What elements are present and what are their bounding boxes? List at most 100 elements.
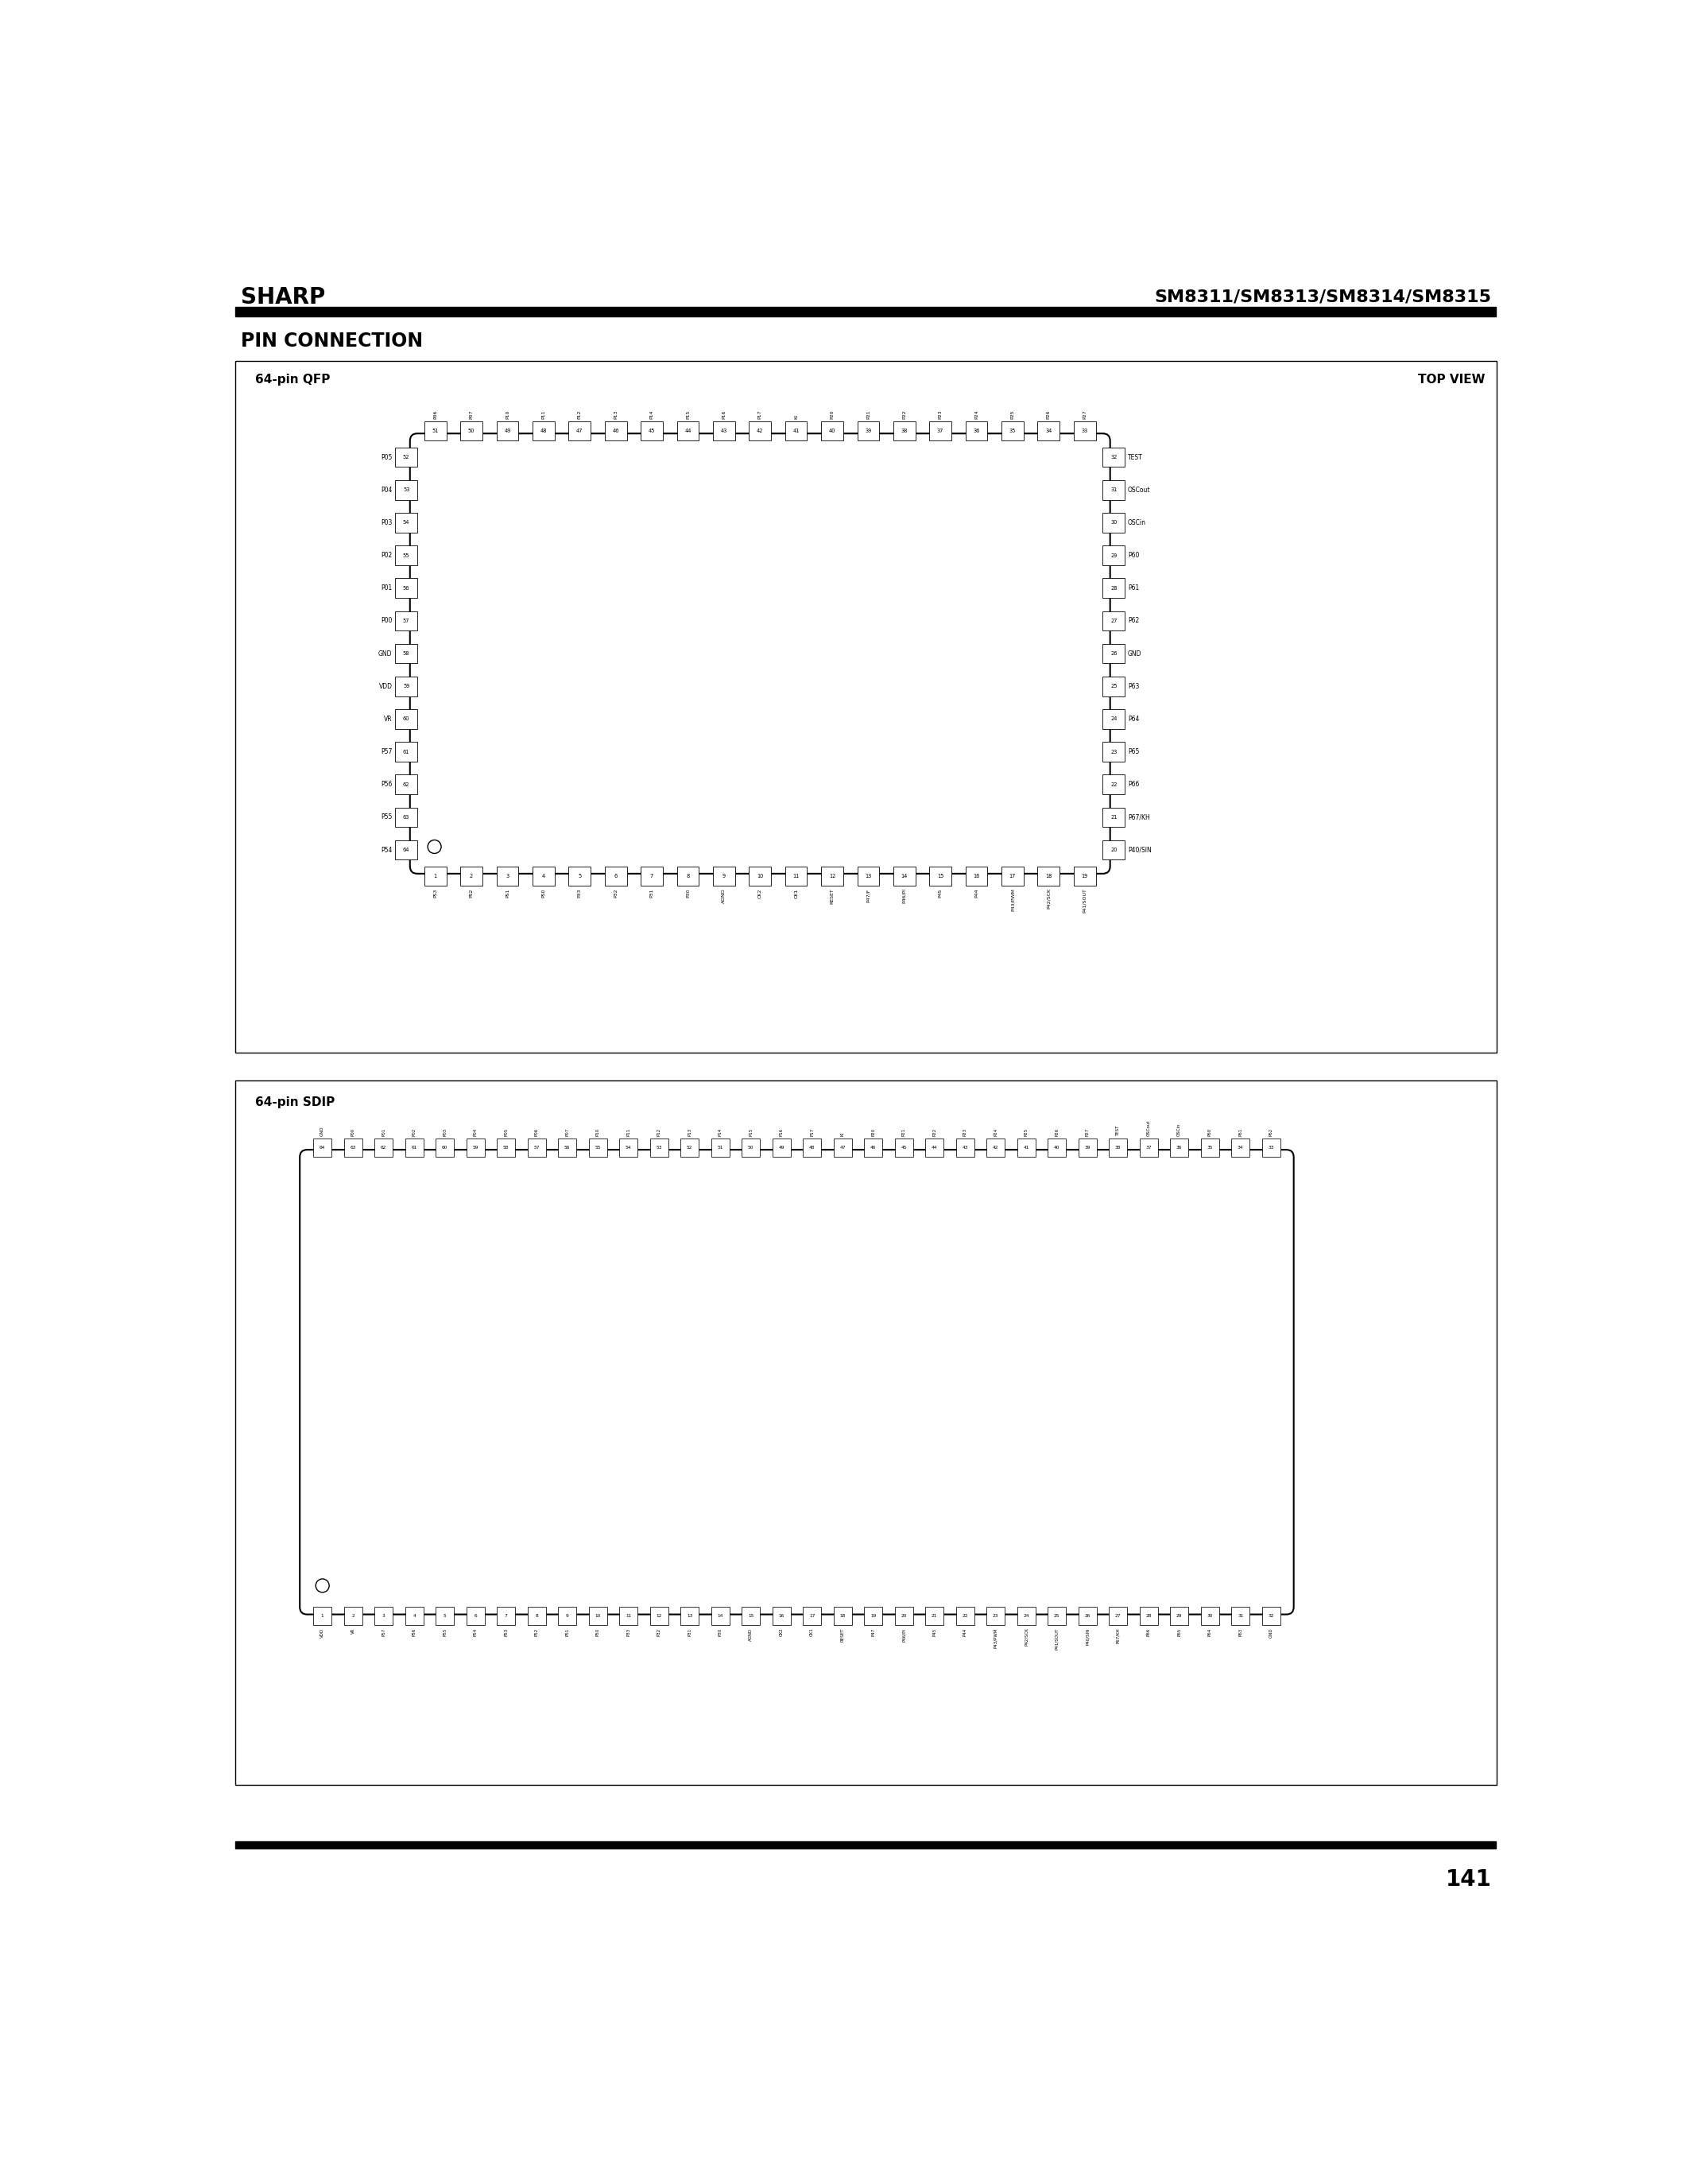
Text: 4: 4 bbox=[412, 1614, 415, 1618]
Bar bbox=[235, 1081, 1496, 1784]
Text: 2: 2 bbox=[470, 874, 473, 878]
Bar bbox=[424, 867, 446, 887]
Bar bbox=[235, 360, 1496, 1053]
Text: PS1: PS1 bbox=[505, 889, 510, 898]
Bar bbox=[1103, 841, 1125, 860]
Bar bbox=[1103, 644, 1125, 664]
Bar bbox=[527, 1607, 546, 1625]
Bar bbox=[559, 1607, 576, 1625]
Text: P13: P13 bbox=[613, 411, 618, 419]
Text: 21: 21 bbox=[932, 1614, 937, 1618]
Text: 15: 15 bbox=[748, 1614, 753, 1618]
Bar bbox=[1103, 480, 1125, 500]
Text: 4: 4 bbox=[542, 874, 546, 878]
Bar bbox=[569, 867, 591, 887]
Bar bbox=[1103, 579, 1125, 598]
Text: P20: P20 bbox=[872, 1129, 875, 1136]
Text: 51: 51 bbox=[718, 1147, 723, 1151]
Bar bbox=[858, 867, 880, 887]
Bar bbox=[966, 422, 988, 441]
Bar bbox=[713, 422, 735, 441]
Text: 61: 61 bbox=[404, 749, 410, 753]
Text: 5: 5 bbox=[443, 1614, 446, 1618]
Bar bbox=[640, 867, 662, 887]
Bar bbox=[650, 1138, 669, 1158]
Bar bbox=[1002, 422, 1024, 441]
Text: 31: 31 bbox=[1238, 1614, 1243, 1618]
Text: 7: 7 bbox=[505, 1614, 507, 1618]
Bar bbox=[497, 1607, 515, 1625]
Bar bbox=[748, 422, 772, 441]
Text: P33: P33 bbox=[578, 889, 581, 898]
Bar bbox=[461, 867, 483, 887]
Text: VR: VR bbox=[351, 1627, 355, 1634]
Text: CK1: CK1 bbox=[811, 1627, 814, 1636]
Bar bbox=[466, 1607, 485, 1625]
Text: P12: P12 bbox=[578, 411, 581, 419]
Bar bbox=[895, 1607, 912, 1625]
Text: 62: 62 bbox=[380, 1147, 387, 1151]
Text: 63: 63 bbox=[350, 1147, 356, 1151]
Text: 64: 64 bbox=[404, 847, 410, 852]
Text: 45: 45 bbox=[900, 1147, 907, 1151]
Text: 2: 2 bbox=[351, 1614, 355, 1618]
Text: 47: 47 bbox=[839, 1147, 846, 1151]
Text: 8: 8 bbox=[535, 1614, 539, 1618]
Text: P22: P22 bbox=[932, 1129, 936, 1136]
Bar bbox=[748, 867, 772, 887]
Bar bbox=[802, 1138, 821, 1158]
Text: P66: P66 bbox=[1147, 1627, 1150, 1636]
Bar bbox=[375, 1607, 392, 1625]
Text: P52: P52 bbox=[535, 1627, 539, 1636]
Text: P67/KH: P67/KH bbox=[1116, 1627, 1120, 1645]
Text: 15: 15 bbox=[937, 874, 944, 878]
Bar bbox=[893, 867, 915, 887]
Text: P01: P01 bbox=[382, 1129, 385, 1136]
Text: 55: 55 bbox=[404, 553, 410, 557]
Bar bbox=[405, 1138, 424, 1158]
Text: P20: P20 bbox=[831, 411, 834, 419]
Bar bbox=[345, 1607, 361, 1625]
Text: TOP VIEW: TOP VIEW bbox=[1419, 373, 1485, 387]
Text: P16: P16 bbox=[780, 1129, 784, 1136]
Bar bbox=[235, 1841, 1496, 1850]
Text: 16: 16 bbox=[973, 874, 980, 878]
Text: 14: 14 bbox=[900, 874, 907, 878]
Bar bbox=[527, 1138, 546, 1158]
Bar bbox=[1201, 1138, 1219, 1158]
Bar bbox=[893, 422, 915, 441]
Text: P44: P44 bbox=[975, 889, 978, 898]
Text: 32: 32 bbox=[1110, 454, 1116, 459]
Bar bbox=[1103, 677, 1125, 697]
Bar bbox=[1262, 1138, 1280, 1158]
Text: P25: P25 bbox=[1024, 1129, 1029, 1136]
Bar bbox=[569, 422, 591, 441]
Text: P43/PWM: P43/PWM bbox=[1010, 889, 1015, 911]
Text: OSCin: OSCin bbox=[1177, 1123, 1181, 1136]
Text: RESET: RESET bbox=[831, 889, 834, 904]
Text: 63: 63 bbox=[404, 815, 410, 819]
Text: P40/SIN: P40/SIN bbox=[1086, 1627, 1089, 1645]
Bar bbox=[741, 1138, 760, 1158]
Text: 46: 46 bbox=[870, 1147, 877, 1151]
Text: P17: P17 bbox=[758, 411, 762, 419]
Text: CK2: CK2 bbox=[780, 1627, 784, 1636]
Text: OSCout: OSCout bbox=[1147, 1120, 1150, 1136]
Text: 35: 35 bbox=[1010, 428, 1015, 432]
Bar bbox=[834, 1138, 851, 1158]
Text: P17: P17 bbox=[811, 1129, 814, 1136]
Text: P24: P24 bbox=[975, 411, 978, 419]
Text: P33: P33 bbox=[627, 1627, 630, 1636]
Text: 16: 16 bbox=[779, 1614, 784, 1618]
Text: P42/SCK: P42/SCK bbox=[1024, 1627, 1029, 1647]
Text: P42/SCK: P42/SCK bbox=[1047, 889, 1051, 909]
Text: 19: 19 bbox=[870, 1614, 877, 1618]
Bar bbox=[497, 867, 519, 887]
Text: VDD: VDD bbox=[378, 684, 392, 690]
Text: 49: 49 bbox=[779, 1147, 784, 1151]
Text: P64: P64 bbox=[1128, 716, 1140, 723]
Text: 52: 52 bbox=[404, 454, 410, 459]
Bar bbox=[314, 1607, 331, 1625]
Text: 37: 37 bbox=[1145, 1147, 1152, 1151]
Bar bbox=[677, 422, 699, 441]
